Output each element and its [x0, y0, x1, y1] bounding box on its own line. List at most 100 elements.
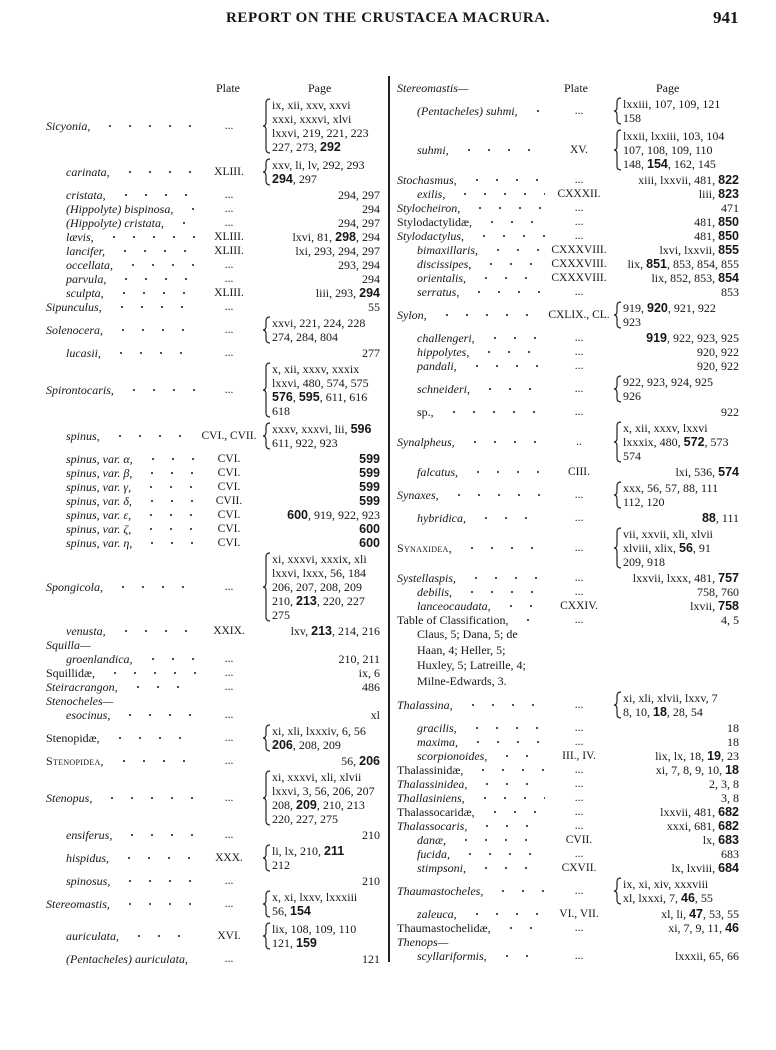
index-entry: Table of Classification,... 4, 5: [397, 613, 739, 627]
page-references: 919, 920, 921, 922 923: [613, 301, 739, 329]
bold-page-number: 46: [725, 921, 739, 935]
plate-reference: CVII.: [565, 834, 593, 846]
entry-term: Stenopidæ,: [46, 731, 100, 745]
page-line: 208, 209, 210, 213: [272, 798, 365, 812]
plate-reference: CXXIV.: [560, 600, 598, 612]
page-line: lxxxix, 480, 572, 573: [623, 435, 729, 449]
entry-term: Stochasmus,: [397, 173, 457, 187]
page-lines: 600, 919, 922, 923: [262, 508, 380, 522]
page-lines: 4, 5: [613, 613, 739, 627]
entry-term: (Hippolyte) bispinosa,: [66, 202, 174, 216]
page-line: lxxvii, lxxx, 481, 757: [632, 571, 739, 585]
dot-leader: [477, 261, 545, 267]
index-entry: spinus, var. ε, CVI. 600, 919, 922, 923: [46, 508, 380, 522]
page-references: 853: [613, 285, 739, 299]
page-line: 148, 154, 162, 145: [623, 157, 716, 171]
entry-name: hippolytes,: [397, 345, 545, 359]
dot-leader: [462, 911, 545, 917]
page-references: 599: [262, 466, 380, 480]
page-line: 471: [721, 201, 739, 215]
plate-reference: ...: [224, 875, 234, 887]
entry-term: bimaxillaris,: [417, 243, 479, 257]
plate-reference: CVI.: [217, 537, 241, 549]
entry-term: spinus,: [66, 429, 100, 443]
index-entry: hispidus, XXX. li, lx, 210, 211 212: [46, 842, 380, 874]
plate-reference: ...: [574, 332, 584, 344]
page-references: 56, 206: [262, 754, 380, 768]
page-lines: lxxxii, 65, 66: [613, 949, 739, 963]
page-references: lix, 852, 853, 854: [613, 271, 739, 285]
dot-leader: [462, 575, 545, 581]
page-number: 941: [713, 8, 739, 27]
plate-reference: ...: [574, 286, 584, 298]
page-lines: li, lx, 210, 211 212: [272, 844, 344, 872]
entry-term: lævis,: [66, 230, 94, 244]
entry-name: hispidus,: [46, 851, 196, 865]
entry-name: (Pentacheles) suhmi,: [397, 104, 545, 118]
entry-name: Thalassina,: [397, 698, 545, 712]
index-entry: spinus, var. ζ, CVI. 600: [46, 522, 380, 536]
page-line: xxxi, xxxvi, xlvi: [272, 112, 352, 126]
entry-name: auriculata,: [46, 929, 196, 943]
entry-name: Thalassocaridæ,: [397, 805, 545, 819]
page-references: 758, 760: [613, 585, 739, 599]
index-entry: scyllariformis,... lxxxii, 65, 66: [397, 949, 739, 963]
index-entry: Stylocheiron,... 471: [397, 201, 739, 215]
entry-term: sculpta,: [66, 286, 104, 300]
dot-leader: [111, 192, 196, 198]
page-references: lix, lx, 18, 19, 23: [613, 749, 739, 763]
entry-name: Stereomastis,: [46, 897, 196, 911]
index-entry: ensiferus,... 210: [46, 828, 380, 842]
brace-icon: [613, 527, 622, 569]
page-lines: xxxv, xxxvi, lii, 596 611, 922, 923: [272, 422, 371, 450]
plate-reference: ...: [224, 898, 234, 910]
index-entry: Sicyonia,... ix, xii, xxv, xxvi xxxi, xxxv…: [46, 96, 380, 156]
page-references: 600, 919, 922, 923: [262, 508, 380, 522]
index-entry: Stochasmus,... xiii, lxxvii, 481, 822: [397, 173, 739, 187]
dot-leader: [138, 456, 196, 462]
plate-reference: XLIII.: [214, 287, 244, 299]
page-references: 599: [262, 480, 380, 494]
page-references: xl, li, 47, 53, 55: [613, 907, 739, 921]
entry-term: (Pentacheles) auriculata,: [66, 952, 188, 966]
dot-leader: [125, 933, 196, 939]
page-line: 294, 297: [338, 188, 380, 202]
page-lines: xi, 7, 8, 9, 10, 18: [613, 763, 739, 777]
plate-reference: ...: [574, 792, 584, 804]
page-lines: 294, 297: [262, 188, 380, 202]
dot-leader: [493, 753, 545, 759]
page-line: xi, xli, lxxxiv, 6, 56: [272, 724, 366, 738]
brace-icon: [613, 421, 622, 463]
dot-leader: [457, 545, 545, 551]
page-line: 3, 8: [721, 791, 739, 805]
page-references: 294, 297: [262, 188, 380, 202]
page-lines: lxxii, lxxiii, 103, 104 107, 108, 109, 11…: [623, 129, 724, 171]
plate-reference: CVII.: [215, 495, 243, 507]
page-references: lxxvii, 481, 682: [613, 805, 739, 819]
index-entry: Solenocera,... xxvi, 221, 224, 228 274, 28…: [46, 314, 380, 346]
dot-leader: [496, 925, 545, 931]
page-references: 210, 211: [262, 652, 380, 666]
entry-term: ensiferus,: [66, 828, 113, 842]
page-line: liii, 823: [698, 187, 739, 201]
page-lines: 922: [613, 405, 739, 419]
bold-page-number: 920: [647, 301, 668, 315]
page-lines: 210, 211: [262, 652, 380, 666]
page-line: 481, 850: [694, 229, 739, 243]
entry-term: Stereomastis—: [397, 81, 469, 95]
bold-page-number: 822: [718, 173, 739, 187]
index-entry: lanceocaudata, CXXIV. lxvii, 758: [397, 599, 739, 613]
page-line: 88, 111: [701, 511, 739, 525]
entry-name: Stereomastis—: [397, 81, 545, 95]
entry-term: Squillidæ,: [46, 666, 96, 680]
page-lines: lix, lx, 18, 19, 23: [613, 749, 739, 763]
page-lines: 599: [262, 480, 380, 494]
brace-icon: [613, 375, 622, 403]
dot-leader: [105, 433, 196, 439]
plate-reference: ...: [574, 406, 584, 418]
bold-page-number: 154: [290, 904, 311, 918]
bold-page-number: 600: [359, 522, 380, 536]
page-line: 56, 154: [272, 904, 311, 918]
page-line: lxxvi, lxxx, 56, 184: [272, 566, 367, 580]
entry-term: Stylodactylidæ,: [397, 215, 472, 229]
